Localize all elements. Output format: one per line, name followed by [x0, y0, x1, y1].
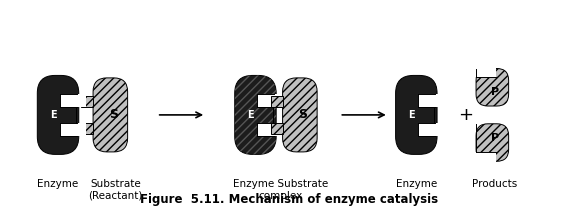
Bar	[81, 96, 93, 107]
Text: P: P	[491, 87, 499, 97]
Text: +: +	[458, 106, 473, 124]
Bar	[258, 123, 283, 136]
FancyBboxPatch shape	[234, 75, 276, 154]
FancyBboxPatch shape	[93, 78, 127, 152]
Text: Products: Products	[472, 179, 517, 189]
Bar	[60, 94, 86, 107]
Text: S: S	[298, 108, 307, 121]
Text: E: E	[247, 110, 254, 120]
Bar	[271, 123, 283, 134]
Text: Enzyme: Enzyme	[38, 179, 79, 189]
Bar	[60, 123, 86, 136]
Text: E: E	[50, 110, 56, 120]
Bar	[475, 68, 496, 77]
Bar	[81, 123, 93, 134]
Text: Enzyme: Enzyme	[395, 179, 437, 189]
Text: Figure  5.11. Mechanism of enzyme catalysis: Figure 5.11. Mechanism of enzyme catalys…	[140, 193, 438, 206]
FancyBboxPatch shape	[476, 124, 508, 161]
FancyBboxPatch shape	[395, 75, 437, 154]
FancyBboxPatch shape	[476, 69, 508, 106]
Text: E: E	[408, 110, 415, 120]
Bar	[418, 94, 444, 107]
Bar	[418, 123, 444, 136]
Bar	[258, 94, 283, 107]
FancyBboxPatch shape	[37, 75, 79, 154]
Text: Enzyme Substrate
complex: Enzyme Substrate complex	[233, 179, 328, 201]
Bar	[271, 96, 283, 107]
Text: S: S	[109, 108, 118, 121]
Text: P: P	[491, 133, 499, 143]
Bar	[475, 152, 496, 162]
Text: Substrate
(Reactant): Substrate (Reactant)	[88, 179, 142, 201]
FancyBboxPatch shape	[283, 78, 317, 152]
